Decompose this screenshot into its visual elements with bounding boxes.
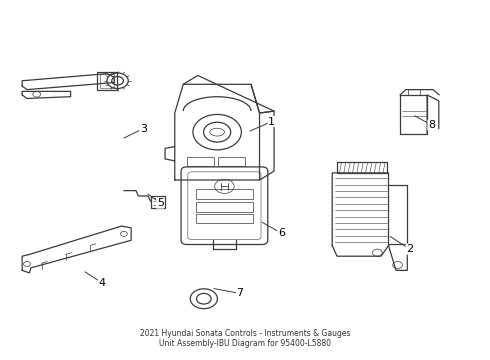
Bar [99, 74, 114, 88]
Text: 5: 5 [157, 198, 164, 208]
Text: 3: 3 [140, 123, 147, 134]
Bar [219, 157, 245, 166]
Bar [187, 157, 214, 166]
Bar [196, 189, 253, 199]
Text: 1: 1 [268, 117, 275, 126]
Bar [408, 89, 420, 95]
Text: 6: 6 [278, 228, 285, 238]
Bar [150, 196, 165, 208]
Bar [196, 215, 253, 223]
Text: 4: 4 [98, 278, 106, 288]
Text: 7: 7 [237, 288, 244, 298]
Bar [97, 72, 117, 90]
Text: 2021 Hyundai Sonata Controls - Instruments & Gauges
Unit Assembly-IBU Diagram fo: 2021 Hyundai Sonata Controls - Instrumen… [140, 329, 350, 348]
Bar [196, 202, 253, 212]
Text: 8: 8 [428, 120, 435, 130]
Text: 2: 2 [406, 244, 413, 254]
